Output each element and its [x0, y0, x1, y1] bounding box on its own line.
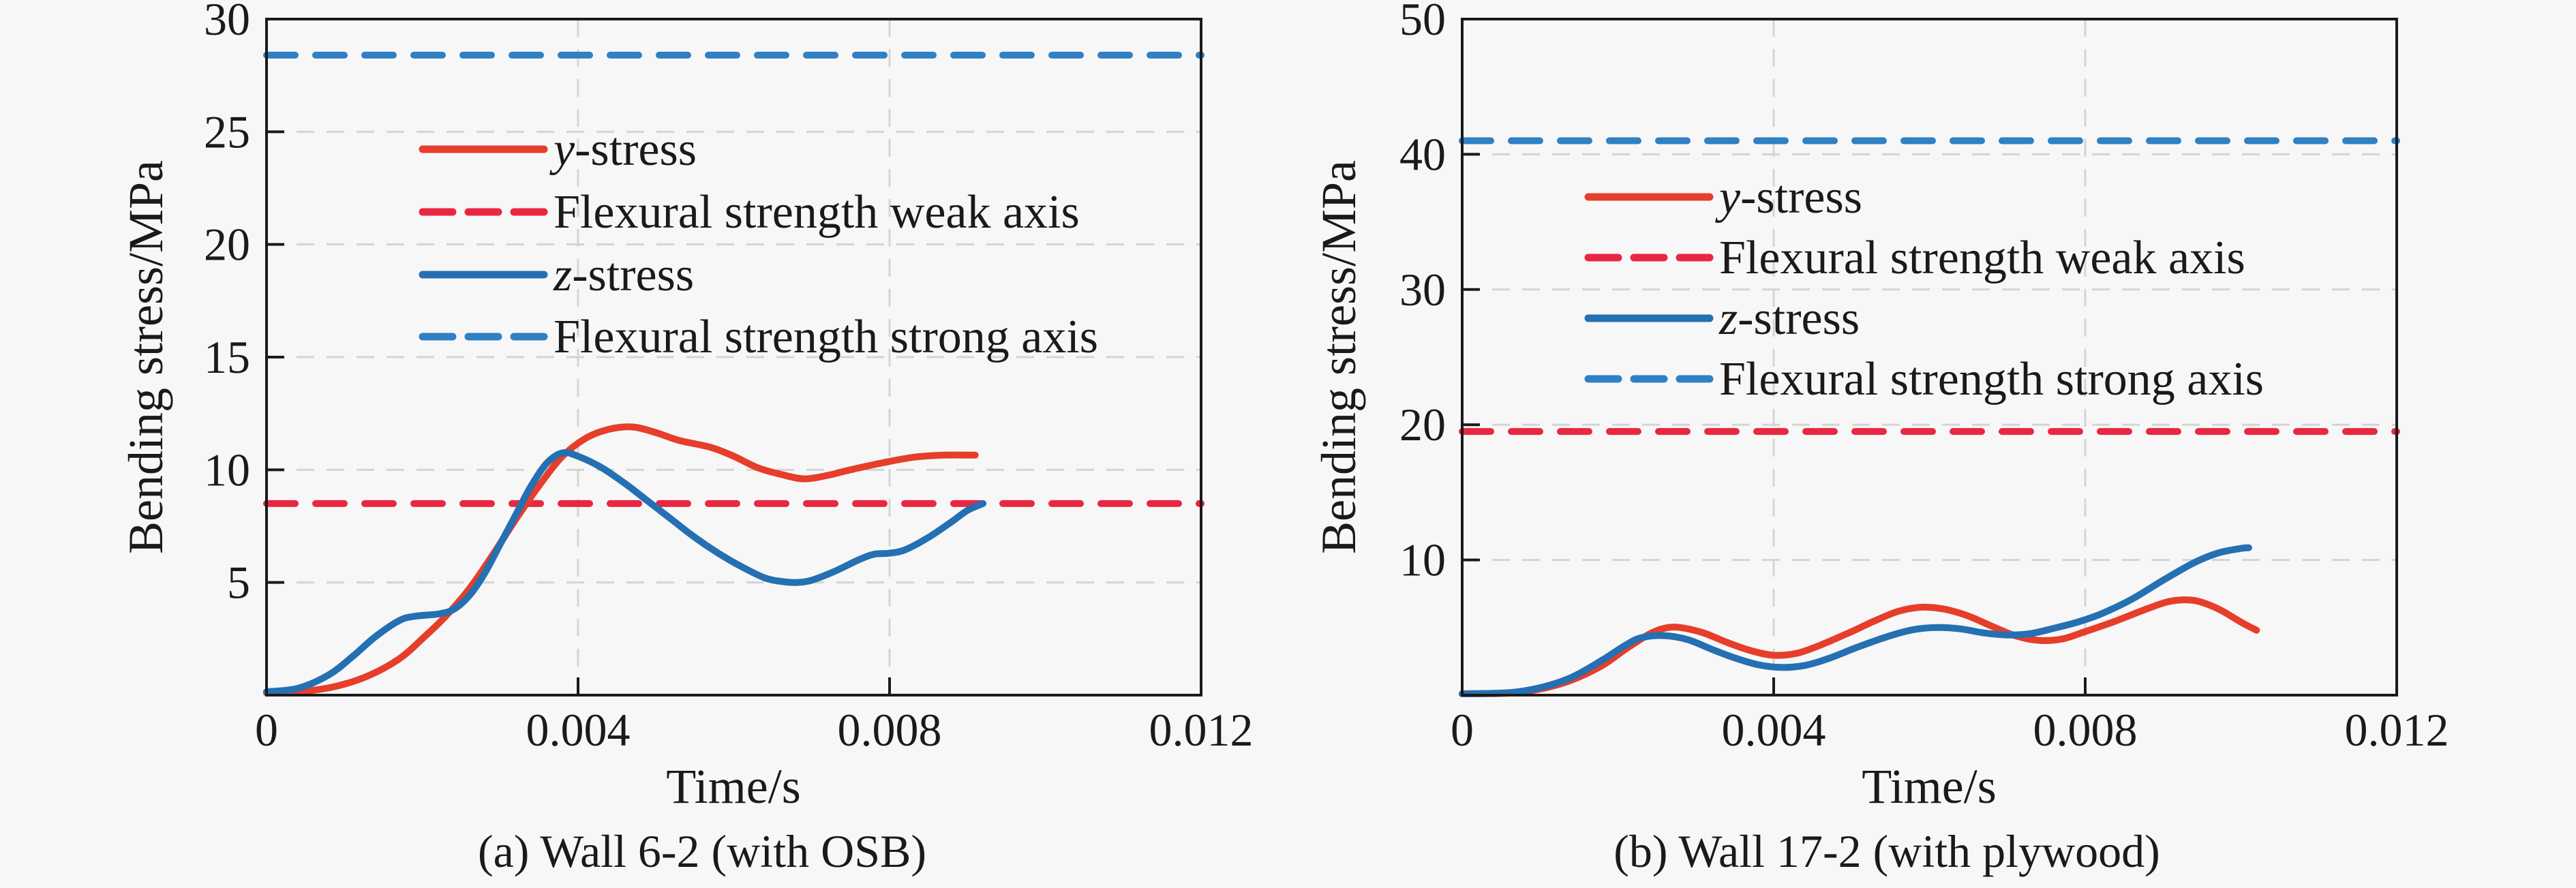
curve-y-stress: [263, 423, 979, 696]
legend-label: Flexural strength strong axis: [1719, 353, 2264, 405]
x-axis-tick-label: 0.004: [526, 704, 631, 756]
y-axis-tick-label: 40: [1399, 128, 1446, 180]
y-axis-tick-label: 30: [1399, 264, 1446, 316]
legend-label: Flexural strength strong axis: [554, 311, 1098, 363]
legend-label: Flexural strength weak axis: [554, 186, 1080, 239]
y-axis-tick-label: 20: [1399, 399, 1446, 450]
y-axis-tick-label: 5: [227, 557, 250, 609]
legend-label: z-stress: [1718, 292, 1860, 345]
y-axis-tick-label: 20: [204, 219, 250, 271]
y-axis-tick-label: 50: [1399, 0, 1446, 45]
chart-b-xlabel: Time/s: [1862, 759, 1996, 814]
x-axis-tick-label: 0.004: [1722, 704, 1826, 756]
chart-b-plot: 10 20 30 40 50 0 0.004 0.008 0.012 y-stress Flexur…: [1399, 0, 2449, 756]
chart-b-ylabel: Bending stress/MPa: [1312, 160, 1366, 554]
x-axis-tick-label: 0.008: [2033, 704, 2138, 756]
plot-border: [1461, 18, 2398, 696]
x-axis-tick-label: 0.008: [838, 704, 942, 756]
legend-label: y-stress: [549, 123, 697, 176]
y-axis-tick-label: 10: [1399, 534, 1446, 586]
x-axis-tick-label: 0: [1451, 704, 1474, 756]
plot-border: [265, 18, 1202, 696]
x-axis-tick-label: 0.012: [1149, 704, 1254, 756]
chart-b-caption: (b) Wall 17-2 (with plywood): [1613, 825, 2160, 877]
y-axis-tick-label: 10: [204, 444, 250, 495]
y-axis-tick-label: 30: [204, 0, 250, 45]
y-axis-tick-label: 25: [204, 106, 250, 157]
curve-z-stress: [1459, 544, 2252, 698]
x-axis-tick-label: 0.012: [2345, 704, 2449, 756]
curve-z-stress: [263, 449, 987, 696]
chart-a-ylabel: Bending stress/MPa: [119, 160, 173, 554]
legend-label: Flexural strength weak axis: [1719, 232, 2245, 284]
x-axis-tick-label: 0: [255, 704, 278, 756]
chart-a-xlabel: Time/s: [666, 759, 800, 814]
chart-a-caption: (a) Wall 6-2 (with OSB): [478, 825, 926, 877]
chart-a-plot: 5 10 15 20 25 30 0 0.004 0.008 0.012 y-stress Flexu…: [204, 0, 1254, 756]
legend-label: z-stress: [553, 249, 694, 301]
y-axis-tick-label: 15: [204, 331, 250, 383]
legend-label: y-stress: [1715, 171, 1862, 224]
